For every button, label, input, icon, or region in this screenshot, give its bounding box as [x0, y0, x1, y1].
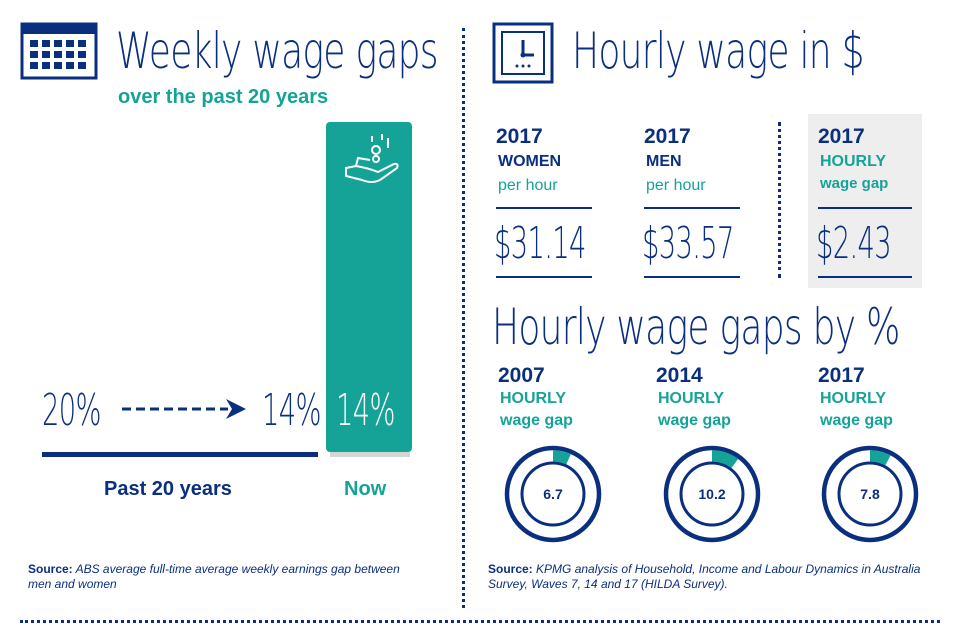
donut-inner-2007 [520, 461, 586, 527]
donut-ring-2014 [663, 445, 761, 543]
women-rule-bottom [496, 276, 592, 278]
men-year: 2017 [644, 125, 691, 148]
donut-label1-2014: HOURLY [658, 390, 725, 407]
gap-label: HOURLY [820, 153, 887, 170]
gaps-title: Hourly wage gaps by % [492, 298, 900, 356]
right-source: Source: KPMG analysis of Household, Inco… [488, 562, 948, 592]
donut-value-2014: 10.2 [698, 486, 726, 502]
gap-year: 2017 [818, 125, 865, 148]
hand-coins-icon [342, 130, 402, 188]
donut-segment-2014 [712, 450, 739, 468]
bar-now-base [330, 452, 410, 457]
right-source-label: Source: [488, 562, 533, 576]
now-value: 14% [336, 385, 395, 436]
men-rule-bottom [644, 276, 740, 278]
hourly-gap-card [808, 114, 922, 288]
gap-divider [778, 122, 781, 278]
donut-label2-2017: wage gap [820, 412, 893, 429]
clock-icon [492, 22, 554, 84]
gap-unit: wage gap [820, 175, 889, 192]
right-source-text: KPMG analysis of Household, Income and L… [488, 562, 921, 591]
donut-year-2007: 2007 [498, 364, 545, 387]
gap-value: $2.43 [816, 218, 892, 269]
donut-segment-2017 [870, 450, 891, 466]
past-value: 20% [42, 385, 101, 436]
right-title: Hourly wage in $ [572, 22, 865, 80]
arrow-icon [122, 398, 252, 420]
men-rule-top [644, 207, 740, 209]
past-label: Past 20 years [104, 478, 232, 500]
vertical-divider [462, 28, 465, 608]
women-unit: per hour [498, 177, 558, 194]
calendar-icon [20, 22, 98, 80]
donut-label2-2007: wage gap [500, 412, 573, 429]
bar-past [42, 452, 318, 457]
women-rule-top [496, 207, 592, 209]
donut-ring-2017 [821, 445, 919, 543]
men-value: $33.57 [642, 218, 734, 269]
horizontal-divider [20, 620, 940, 623]
donut-ring-2007 [504, 445, 602, 543]
donut-segment-2007 [553, 450, 571, 465]
men-label: MEN [646, 153, 682, 170]
left-title: Weekly wage gaps [116, 22, 439, 80]
women-year: 2017 [496, 125, 543, 148]
left-source-text: ABS average full-time average weekly ear… [28, 562, 400, 591]
bar-now [326, 122, 412, 452]
women-label: WOMEN [498, 153, 562, 170]
women-value: $31.14 [494, 218, 586, 269]
left-source-label: Source: [28, 562, 73, 576]
donut-inner-2017 [837, 461, 903, 527]
donut-label1-2017: HOURLY [820, 390, 887, 407]
men-unit: per hour [646, 177, 706, 194]
left-source: Source: ABS average full-time average we… [28, 562, 418, 592]
left-subtitle: over the past 20 years [118, 86, 329, 108]
gap-rule-top [818, 207, 912, 209]
gap-rule-bottom [818, 276, 912, 278]
now-label: Now [344, 478, 387, 500]
donut-label1-2007: HOURLY [500, 390, 567, 407]
donut-inner-2014 [679, 461, 745, 527]
arrow-value: 14% [262, 385, 321, 436]
donut-value-2017: 7.8 [860, 486, 880, 502]
donut-year-2014: 2014 [656, 364, 703, 387]
donut-year-2017: 2017 [818, 364, 865, 387]
donut-label2-2014: wage gap [658, 412, 731, 429]
donut-value-2007: 6.7 [543, 486, 563, 502]
